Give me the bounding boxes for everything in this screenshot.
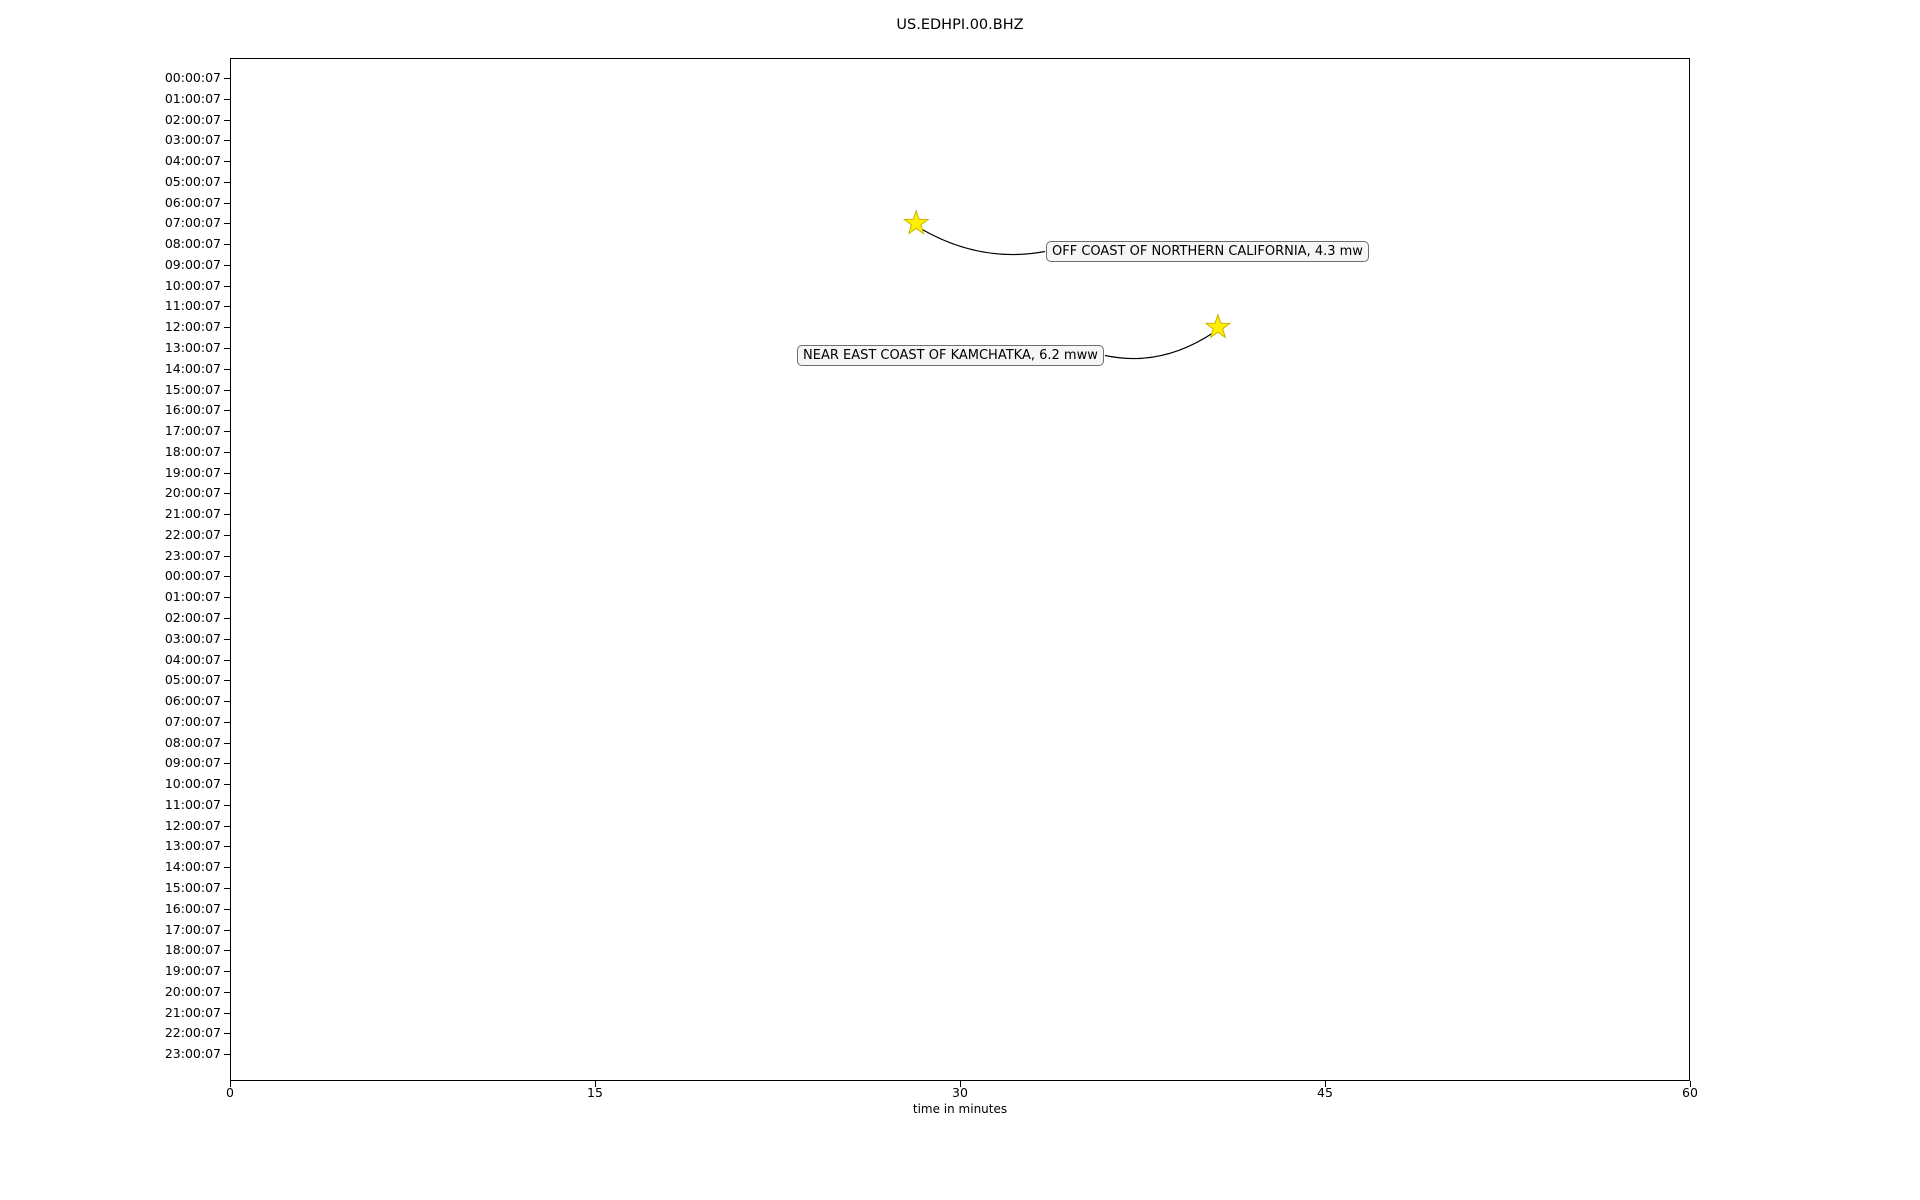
y-tick-label: 20:00:07: [164, 485, 221, 501]
y-tick-label: 15:00:07: [164, 381, 221, 397]
x-tick-label-15: 15: [587, 1085, 603, 1100]
y-tick-label: 16:00:07: [164, 900, 221, 916]
y-tick-label: 16:00:07: [164, 402, 221, 418]
y-tick-label: 02:00:07: [164, 610, 221, 626]
y-tick-label: 08:00:07: [164, 236, 221, 252]
y-tick-label: 08:00:07: [164, 734, 221, 750]
x-tick-label-0: 0: [226, 1085, 234, 1100]
y-tick-label: 17:00:07: [164, 423, 221, 439]
y-tick-label: 14:00:07: [164, 360, 221, 376]
y-tick-label: 23:00:07: [164, 547, 221, 563]
y-tick-label: 09:00:07: [164, 755, 221, 771]
y-tick-label: 21:00:07: [164, 506, 221, 522]
y-tick-label: 13:00:07: [164, 340, 221, 355]
y-tick-label: 00:00:07: [164, 70, 221, 85]
x-tick-label-45: 45: [1317, 1085, 1333, 1100]
y-tick-label: 04:00:07: [164, 651, 221, 667]
y-tick-label: 17:00:07: [164, 921, 221, 937]
y-tick-label: 00:00:07: [164, 568, 221, 584]
y-tick-label: 10:00:07: [164, 776, 221, 792]
y-tick-label: 04:00:07: [164, 153, 221, 169]
x-tick-label-60: 60: [1682, 1085, 1698, 1100]
y-tick-label: 06:00:07: [164, 194, 221, 210]
y-tick-label: 22:00:07: [164, 1025, 221, 1041]
chart-title: US.EDHPI.00.BHZ: [896, 17, 1024, 33]
y-tick-label: 09:00:07: [164, 256, 221, 272]
y-tick-label: 13:00:07: [164, 838, 221, 854]
y-tick-label: 05:00:07: [164, 672, 221, 688]
annotation-box-kamchatka-event: NEAR EAST COAST OF KAMCHATKA, 6.2 mww: [797, 345, 1104, 366]
y-tick-label: 18:00:07: [164, 443, 221, 459]
y-tick-label: 23:00:07: [164, 1046, 221, 1062]
y-tick-label: 14:00:07: [164, 859, 221, 875]
y-tick-label: 05:00:07: [164, 173, 221, 189]
y-tick-label: 21:00:07: [164, 1004, 221, 1020]
y-tick-label: 18:00:07: [164, 942, 221, 958]
plot-frame: [230, 58, 1690, 1081]
y-tick-label: 22:00:07: [164, 526, 221, 542]
y-tick-label: 10:00:07: [164, 277, 221, 293]
y-tick-label: 01:00:07: [164, 589, 221, 605]
y-tick-label: 07:00:07: [164, 215, 221, 231]
y-tick-label: 12:00:07: [164, 817, 221, 833]
x-tick-label-30: 30: [952, 1085, 968, 1100]
y-tick-label: 11:00:07: [164, 796, 221, 812]
y-tick-label: 03:00:07: [164, 630, 221, 646]
y-tick-label: 01:00:07: [164, 90, 221, 106]
y-tick-label: 07:00:07: [164, 713, 221, 729]
y-tick-label: 12:00:07: [164, 319, 221, 335]
annotation-box-california-event: OFF COAST OF NORTHERN CALIFORNIA, 4.3 mw: [1046, 241, 1369, 262]
x-axis-title: time in minutes: [912, 1102, 1008, 1116]
y-tick-label: 06:00:07: [164, 693, 221, 709]
y-tick-label: 15:00:07: [164, 880, 221, 896]
y-tick-label: 19:00:07: [164, 963, 221, 979]
y-tick-label: 11:00:07: [164, 298, 221, 314]
y-tick-label: 19:00:07: [164, 464, 221, 480]
y-tick-label: 03:00:07: [164, 132, 221, 148]
y-tick-label: 20:00:07: [164, 983, 221, 999]
y-tick-label: 02:00:07: [164, 111, 221, 127]
